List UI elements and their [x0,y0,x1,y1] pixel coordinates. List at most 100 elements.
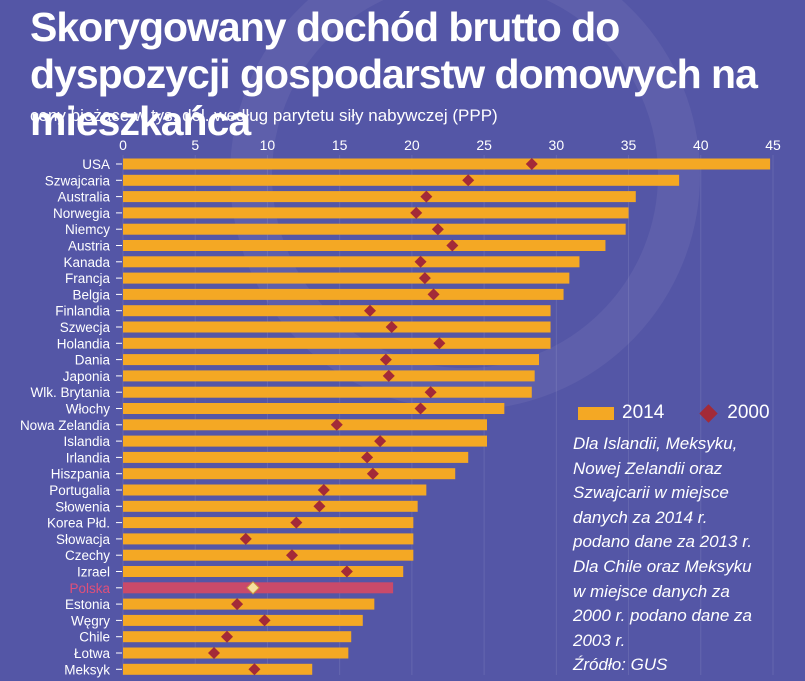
legend: 2014 2000 [578,402,770,424]
category-label: Portugalia [49,483,110,498]
marker-2000 [446,239,459,252]
bar-2014 [123,598,375,610]
category-label: Słowenia [55,499,110,514]
legend-swatch-2000 [699,403,718,423]
bar-2014 [123,158,771,170]
marker-2000 [374,435,387,448]
bar-2014 [123,484,427,496]
category-label: Holandia [57,336,111,351]
bar-2014 [123,647,349,659]
category-label: Niemcy [65,222,110,237]
marker-2000 [385,321,398,333]
bar-2014 [123,517,414,529]
category-label: Belgia [72,287,110,302]
category-label: Słowacja [56,532,111,547]
marker-2000 [364,304,376,317]
category-label: Izrael [77,565,110,580]
category-label: Węgry [71,613,110,628]
category-label: Kanada [63,255,110,270]
x-tick-label: 0 [119,137,127,153]
marker-2000 [246,581,260,595]
marker-2000 [361,451,374,464]
bar-2014 [123,500,418,512]
bar-2014 [123,549,414,561]
legend-swatch-2014 [578,406,614,420]
category-label: Austria [68,239,111,254]
marker-2000 [290,516,303,529]
category-label: Włochy [66,402,111,417]
bar-2014 [123,403,505,414]
bar-2014 [123,321,551,333]
bar-2014 [123,174,680,186]
bar-2014 [123,566,404,577]
marker-2000 [433,337,446,350]
marker-2000 [208,647,220,659]
marker-2000 [366,467,379,480]
x-tick-label: 40 [693,137,709,153]
category-label: USA [82,157,110,172]
x-tick-label: 5 [191,137,199,153]
bar-2014 [123,240,606,251]
bar-2014 [123,354,539,366]
marker-2000 [239,532,252,545]
category-label: Finlandia [55,304,110,319]
category-label: Szwecja [60,320,111,335]
chart-title: Skorygowany dochód brutto do dyspozycji … [30,4,758,144]
marker-2000 [379,353,392,366]
bar-2014 [123,272,570,284]
x-tick-label: 25 [476,137,492,153]
bar-2014 [123,223,626,235]
bar-2014 [123,468,456,480]
x-tick-label: 45 [765,137,781,153]
bar-2014 [123,305,551,317]
marker-2000 [420,190,433,203]
category-label: Czechy [65,548,110,563]
marker-2000 [427,288,440,301]
category-label: Australia [57,190,110,205]
bar-2014 [123,419,487,431]
category-label: Nowa Zelandia [20,418,111,433]
marker-2000 [340,565,353,578]
category-label: Hiszpania [51,467,111,482]
bar-2014 [123,614,363,626]
marker-2000 [286,549,298,562]
marker-2000 [258,614,271,627]
category-label: Dania [75,353,111,368]
category-label: Norwegia [53,206,111,221]
legend-label-2000: 2000 [727,402,770,423]
marker-2000 [462,174,475,187]
x-tick-label: 35 [621,137,637,153]
bar-2014 [123,256,580,268]
marker-2000 [248,663,261,676]
bar-2014 [123,435,487,447]
legend-label-2014: 2014 [622,402,665,423]
bar-2014 [123,191,636,203]
x-tick-label: 10 [260,137,276,153]
bar-2014 [123,533,414,545]
category-label: Irlandia [66,450,111,465]
marker-2000 [525,158,538,170]
footnote: Dla Islandii, Meksyku, Nowej Zelandii or… [573,434,752,675]
category-label: Francja [65,271,111,286]
x-tick-label: 15 [332,137,348,153]
category-label: Łotwa [74,646,111,661]
category-label: Polska [69,581,110,596]
marker-2000 [414,402,427,415]
bar-2014 [123,288,564,300]
category-label: Meksyk [64,662,110,677]
category-label: Estonia [65,597,111,612]
category-label: Wlk. Brytania [30,385,110,400]
marker-2000 [431,223,444,236]
category-label: Szwajcaria [45,173,111,188]
chart-subtitle: ceny bieżące w tys. dol. według parytetu… [30,106,498,125]
bar-2014 [123,337,551,349]
category-label: Islandia [63,434,110,449]
bar-2014 [123,386,532,398]
marker-2000 [313,500,326,513]
marker-2000 [418,272,431,285]
marker-2000 [221,630,233,643]
bar-2014 [123,207,629,219]
marker-2000 [410,206,423,219]
marker-2000 [330,418,343,431]
